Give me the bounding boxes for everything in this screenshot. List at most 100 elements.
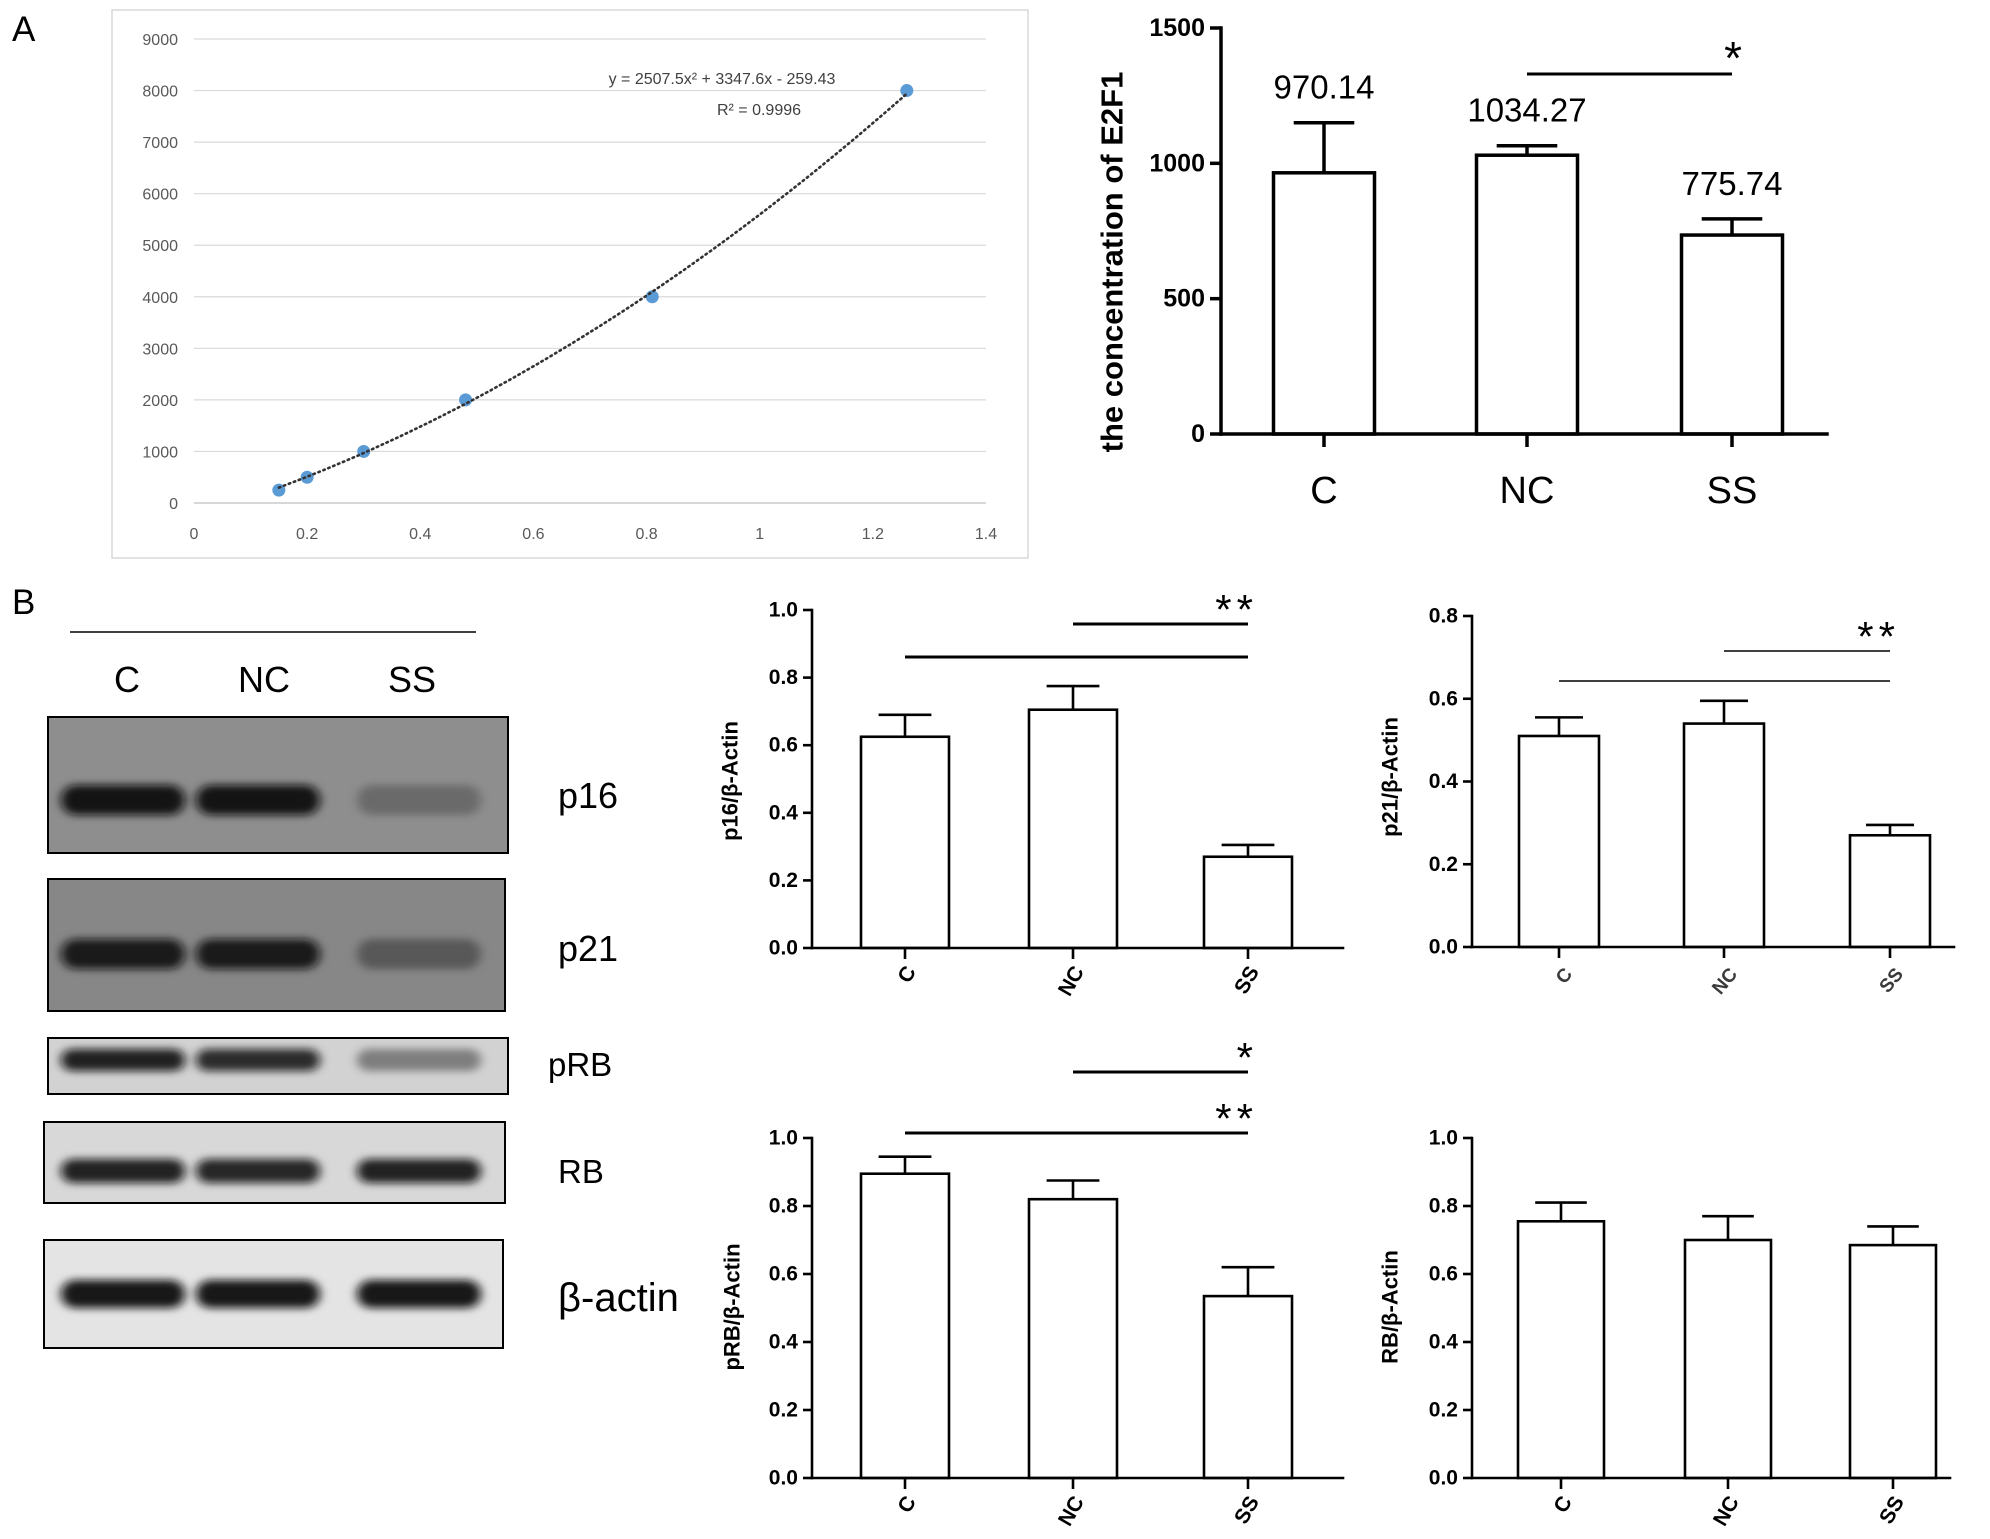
western-blot: C NC SS p16 p21 pRB RB β-actin xyxy=(43,631,679,1349)
y-tick-label: 1.0 xyxy=(1429,1127,1458,1150)
blot-row-label: p16 xyxy=(558,775,618,816)
y-tick-label: 7000 xyxy=(142,135,178,152)
lane-label: C xyxy=(114,659,140,700)
category-label: NC xyxy=(1708,964,1742,999)
y-tick-label: 4000 xyxy=(142,290,178,307)
y-tick-label: 0.0 xyxy=(1429,1467,1458,1490)
trendline-r-squared: R² = 0.9996 xyxy=(717,102,801,119)
significance-label: * xyxy=(1237,1034,1258,1081)
lane-label: NC xyxy=(238,659,290,700)
blot-row-prb: pRB xyxy=(47,1037,612,1095)
category-label: C xyxy=(1310,470,1337,512)
blot-row-label: p21 xyxy=(558,928,618,969)
blot-band xyxy=(61,1159,185,1183)
y-tick-label: 0.8 xyxy=(1429,605,1459,628)
y-tick-label: 500 xyxy=(1163,285,1205,313)
bar xyxy=(1202,855,1294,950)
blot-band xyxy=(196,1049,320,1071)
x-tick-label: 0.8 xyxy=(635,526,657,543)
blot-row-beta-actin: β-actin xyxy=(43,1239,679,1349)
y-tick-label: 0.6 xyxy=(1429,687,1458,710)
category-label: SS xyxy=(1875,1492,1909,1528)
y-tick-label: 8000 xyxy=(142,84,178,101)
y-tick-label: 0.4 xyxy=(769,1331,799,1354)
blot-row-label: RB xyxy=(558,1153,604,1190)
category-label: C xyxy=(893,962,921,987)
category-label: C xyxy=(1552,964,1577,988)
y-axis-label: the concentration of E2F1 xyxy=(1095,72,1130,453)
p16-ratio-bar-chart: C NC SS 0.0 0.2 0.4 0.6 0.8 1.0 ** p16/β-Actin xyxy=(718,586,1345,1000)
y-tick-label: 1.0 xyxy=(769,1127,798,1150)
blot-bands xyxy=(61,1049,481,1071)
y-tick-label: 2000 xyxy=(142,393,178,410)
y-tick-label: 9000 xyxy=(142,32,178,49)
y-tick-label: 5000 xyxy=(142,238,178,255)
standard-curve-scatter-chart: 0 1000 2000 3000 4000 5000 6000 7000 8000 9000 0 0.… xyxy=(111,9,1029,559)
blot-bands xyxy=(61,785,481,815)
y-axis-label: RB/β-Actin xyxy=(1378,1250,1403,1364)
x-tick-label: 1.4 xyxy=(975,526,997,543)
chart-frame xyxy=(111,9,1029,559)
y-tick-label: 0.4 xyxy=(769,801,799,824)
significance-label: ** xyxy=(1215,1095,1258,1142)
blot-bands xyxy=(61,1159,481,1183)
blot-band xyxy=(357,1280,481,1308)
y-axis-label: pRB/β-Actin xyxy=(720,1243,745,1370)
data-point xyxy=(357,444,371,458)
bar xyxy=(1682,722,1766,949)
blot-border xyxy=(47,1037,509,1095)
y-tick-label: 0 xyxy=(1191,420,1205,448)
blot-row-p16: p16 xyxy=(47,716,618,854)
y-tick-label: 1500 xyxy=(1149,14,1205,42)
data-label: 1034.27 xyxy=(1467,92,1586,129)
data-point xyxy=(900,84,914,98)
bar xyxy=(1271,171,1377,436)
y-tick-label: 1000 xyxy=(142,444,178,461)
blot-band xyxy=(196,785,320,815)
y-tick-label: 0.6 xyxy=(1429,1263,1458,1286)
data-point xyxy=(459,393,473,407)
bar xyxy=(1474,153,1580,436)
bar xyxy=(1517,734,1601,949)
significance-label: ** xyxy=(1857,613,1900,660)
category-label: C xyxy=(893,1492,921,1517)
x-tick-label: 1.2 xyxy=(862,526,884,543)
data-point xyxy=(645,290,659,304)
category-label: SS xyxy=(1876,964,1908,997)
category-label: NC xyxy=(1054,962,1089,1000)
y-tick-label: 0.6 xyxy=(769,734,798,757)
blot-bands xyxy=(61,1280,481,1308)
blot-border xyxy=(43,1121,506,1204)
blot-band xyxy=(357,939,481,969)
x-tick-label: 0.6 xyxy=(522,526,544,543)
blot-border xyxy=(47,716,509,854)
blot-band xyxy=(196,1159,320,1183)
trendline-equation: y = 2507.5x² + 3347.6x - 259.43 xyxy=(609,71,836,88)
bar xyxy=(1027,1197,1119,1480)
y-tick-label: 0 xyxy=(169,496,178,513)
blot-band xyxy=(61,1280,185,1308)
y-tick-label: 0.8 xyxy=(1429,1195,1459,1218)
category-label: SS xyxy=(1230,962,1264,998)
data-label: 970.14 xyxy=(1274,69,1375,106)
lane-label: SS xyxy=(388,659,436,700)
y-tick-label: 0.2 xyxy=(769,869,798,892)
panel-a-label: A xyxy=(12,10,36,49)
category-label: NC xyxy=(1054,1492,1089,1530)
y-tick-label: 0.2 xyxy=(769,1399,798,1422)
significance-label: * xyxy=(1724,32,1742,84)
blot-border xyxy=(47,878,506,1012)
y-tick-label: 1.0 xyxy=(769,599,798,622)
y-tick-label: 0.2 xyxy=(1429,853,1458,876)
bar xyxy=(1027,708,1119,950)
bar xyxy=(1679,233,1785,436)
y-tick-label: 0.0 xyxy=(769,937,798,960)
y-tick-label: 0.2 xyxy=(1429,1399,1458,1422)
y-axis-label: p16/β-Actin xyxy=(718,721,743,841)
y-tick-label: 0.4 xyxy=(1429,770,1459,793)
bar xyxy=(1516,1220,1606,1480)
bar xyxy=(859,1172,951,1480)
category-label: NC xyxy=(1709,1492,1744,1530)
